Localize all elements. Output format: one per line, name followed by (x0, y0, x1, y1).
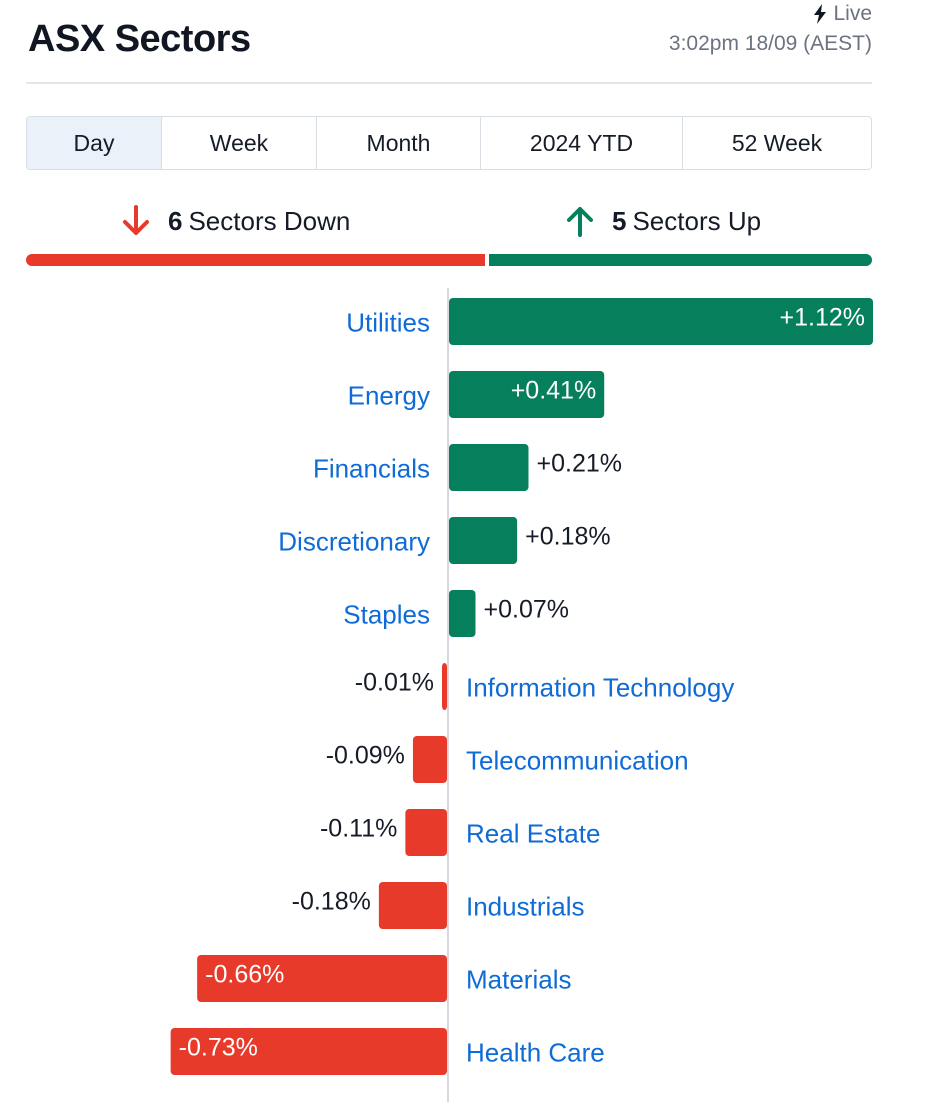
sectors-up-bar (489, 254, 872, 266)
sectors-down-summary: 6 Sectors Down (118, 196, 350, 246)
value-label-materials: -0.66% (205, 961, 284, 989)
value-label-financials: +0.21% (537, 450, 623, 478)
value-label-real-estate: -0.11% (320, 815, 397, 843)
arrow-down-icon (123, 205, 149, 235)
value-label-utilities: +1.12% (780, 304, 866, 332)
bar-information-technology (442, 663, 447, 710)
value-label-energy: +0.41% (511, 377, 597, 405)
live-label: Live (833, 2, 872, 25)
bar-telecommunication (412, 736, 447, 783)
tab-week[interactable]: Week (162, 117, 317, 169)
sectors-up-count: 5 (612, 205, 627, 236)
sectors-down-label: Sectors Down (188, 205, 351, 236)
value-label-telecommunication: -0.09% (326, 742, 405, 770)
live-indicator: Live (813, 2, 872, 26)
value-label-staples: +0.07% (484, 596, 570, 624)
timestamp: 3:02pm 18/09 (AEST) (668, 32, 872, 55)
sector-link-staples[interactable]: Staples (343, 600, 430, 630)
sector-link-information-technology[interactable]: Information Technology (466, 673, 734, 703)
tab-52-week[interactable]: 52 Week (731, 129, 823, 156)
bar-industrials (378, 882, 447, 929)
tab-2024-ytd[interactable]: 2024 YTD (481, 117, 683, 169)
bar-materials (197, 955, 447, 1002)
sector-link-discretionary[interactable]: Discretionary (278, 527, 430, 557)
bar-financials (449, 444, 529, 491)
value-label-industrials: -0.18% (292, 888, 371, 916)
sector-link-real-estate[interactable]: Real Estate (466, 819, 600, 849)
sectors-up-summary: 5 Sectors Up (562, 196, 761, 246)
sector-link-materials[interactable]: Materials (466, 965, 571, 995)
bar-utilities (449, 298, 873, 345)
sectors-up-label: Sectors Up (632, 205, 762, 236)
sector-link-telecommunication[interactable]: Telecommunication (466, 746, 689, 776)
sectors-down-bar (26, 254, 485, 266)
bar-real-estate (405, 809, 447, 856)
header: ASX Sectors Live 3:02pm 18/09 (AEST) (26, 0, 872, 84)
bar-energy (449, 371, 605, 418)
value-label-information-technology: -0.01% (355, 669, 434, 697)
value-label-health-care: -0.73% (179, 1034, 258, 1062)
sector-link-financials[interactable]: Financials (313, 454, 430, 484)
tab-day[interactable]: Day (27, 117, 162, 169)
value-label-discretionary: +0.18% (525, 523, 611, 551)
arrow-up-icon (567, 207, 593, 237)
sector-link-health-care[interactable]: Health Care (466, 1038, 605, 1068)
sector-link-utilities[interactable]: Utilities (346, 308, 430, 338)
bar-staples (449, 590, 476, 637)
sector-link-energy[interactable]: Energy (348, 381, 430, 411)
tab-month[interactable]: Month (317, 117, 481, 169)
bar-health-care (170, 1028, 447, 1075)
sectors-down-count: 6 (168, 205, 183, 236)
page-title: ASX Sectors (28, 18, 251, 60)
bar-discretionary (449, 517, 518, 564)
lightning-icon (814, 4, 827, 24)
period-tabs: Day Week Month 2024 YTD 52 Week (26, 116, 872, 170)
sector-link-industrials[interactable]: Industrials (466, 892, 585, 922)
